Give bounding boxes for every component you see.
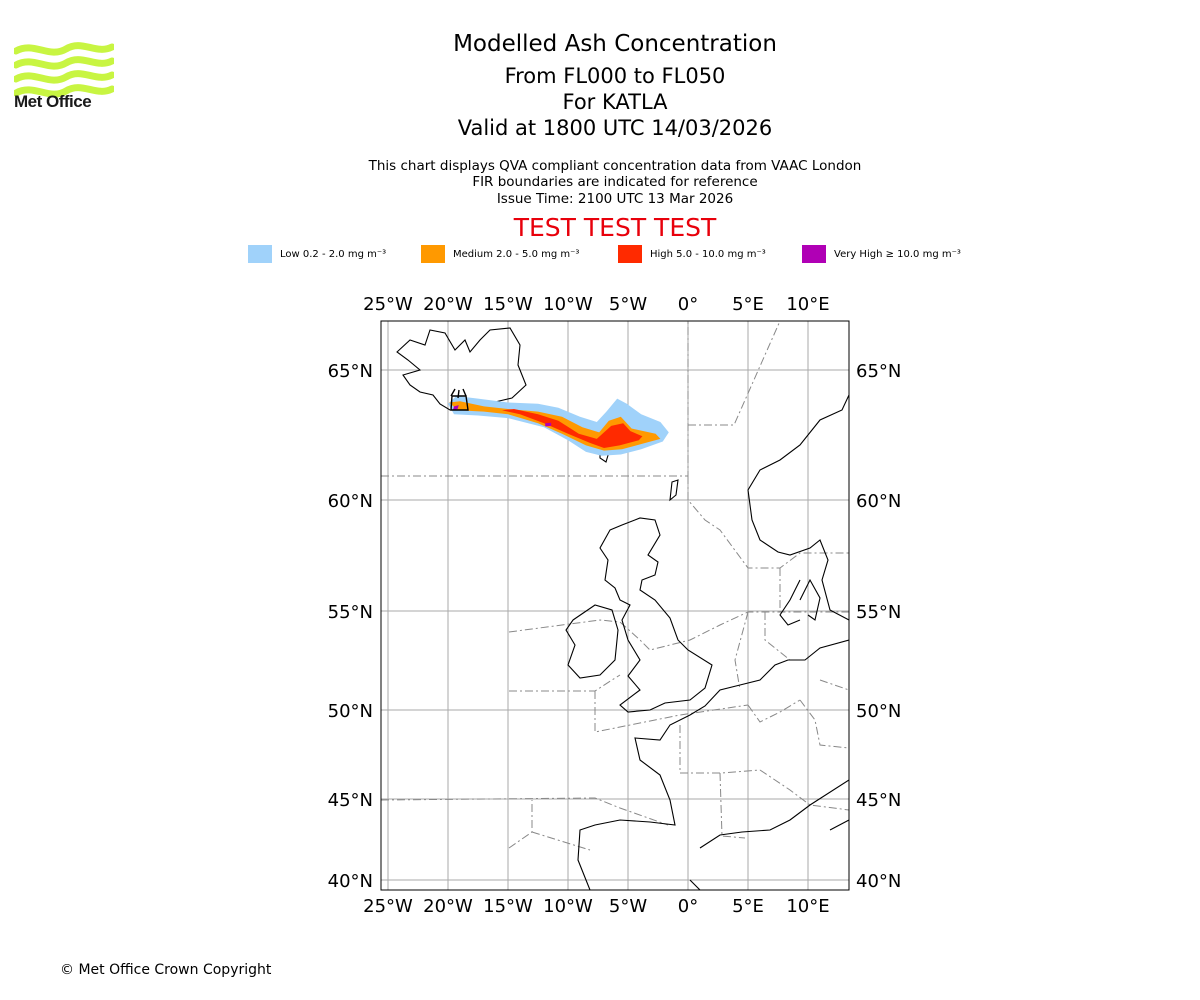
ash-plume (448, 396, 669, 456)
lon-tick-label: 10°E (786, 294, 829, 315)
lon-tick-label: 25°W (363, 896, 413, 917)
lon-tick-label: 0° (678, 294, 698, 315)
legend-label-medium: Medium 2.0 - 5.0 mg m⁻³ (453, 248, 580, 260)
lat-tick-label: 65°N (328, 361, 373, 382)
ash-very-high-area (452, 405, 459, 411)
subtitle-qva: This chart displays QVA compliant concen… (368, 158, 862, 174)
lat-tick-label: 55°N (328, 602, 373, 623)
axis-ticks: 25°W 25°W 20°W 20°W 15°W 15°W 10°W 10°W 5°W 5°W 0°… (328, 294, 902, 917)
legend-swatch-very-high (802, 245, 826, 263)
lat-tick-label: 40°N (856, 871, 901, 892)
lat-tick-label: 60°N (856, 491, 901, 512)
met-office-logo-text: Met Office (14, 92, 92, 111)
lat-tick-label: 65°N (856, 361, 901, 382)
logo-wave (14, 56, 114, 70)
lon-tick-label: 10°W (543, 294, 593, 315)
met-office-logo-icon (14, 42, 114, 98)
lon-tick-label: 10°W (543, 896, 593, 917)
lon-tick-label: 5°E (732, 896, 764, 917)
lon-tick-label: 15°W (483, 896, 533, 917)
legend-swatch-high (618, 245, 642, 263)
lat-tick-label: 45°N (856, 790, 901, 811)
legend-item-medium: Medium 2.0 - 5.0 mg m⁻³ (421, 244, 579, 264)
volcano-name: For KATLA (562, 90, 668, 114)
chart-title: Modelled Ash Concentration (453, 31, 777, 57)
map-frame (380, 320, 850, 891)
lat-tick-label: 45°N (328, 790, 373, 811)
lat-tick-label: 55°N (856, 602, 901, 623)
copyright: © Met Office Crown Copyright (60, 962, 272, 978)
lon-tick-label: 5°W (609, 896, 647, 917)
lon-tick-label: 25°W (363, 294, 413, 315)
legend-swatch-low (248, 245, 272, 263)
lat-tick-label: 60°N (328, 491, 373, 512)
flight-level-range: From FL000 to FL050 (504, 64, 726, 88)
lon-tick-label: 15°W (483, 294, 533, 315)
legend-label-low: Low 0.2 - 2.0 mg m⁻³ (280, 248, 387, 260)
legend-label-very-high: Very High ≥ 10.0 mg m⁻³ (834, 248, 961, 260)
lat-tick-label: 40°N (328, 871, 373, 892)
legend-label-high: High 5.0 - 10.0 mg m⁻³ (650, 248, 766, 260)
test-banner: TEST TEST TEST (513, 213, 717, 242)
legend-item-very-high: Very High ≥ 10.0 mg m⁻³ (802, 244, 961, 264)
logo-wave (14, 70, 114, 84)
logo-wave (14, 84, 114, 98)
valid-time: Valid at 1800 UTC 14/03/2026 (457, 116, 773, 140)
volcano-marker-icon (450, 388, 469, 411)
ash-very-high-area (545, 422, 552, 427)
lon-tick-label: 20°W (423, 294, 473, 315)
lon-tick-label: 5°E (732, 294, 764, 315)
lon-tick-label: 10°E (786, 896, 829, 917)
ash-high-area (502, 409, 643, 448)
subtitle-fir: FIR boundaries are indicated for referen… (472, 174, 758, 190)
fir-boundaries (381, 321, 849, 851)
lon-tick-label: 0° (678, 896, 698, 917)
subtitle-issue-time: Issue Time: 2100 UTC 13 Mar 2026 (496, 191, 734, 207)
logo-wave (14, 42, 114, 56)
lon-tick-label: 20°W (423, 896, 473, 917)
lon-tick-label: 5°W (609, 294, 647, 315)
lat-tick-label: 50°N (328, 701, 373, 722)
legend-item-high: High 5.0 - 10.0 mg m⁻³ (618, 244, 766, 264)
lat-tick-label: 50°N (856, 701, 901, 722)
legend-item-low: Low 0.2 - 2.0 mg m⁻³ (248, 244, 386, 264)
legend-swatch-medium (421, 245, 445, 263)
